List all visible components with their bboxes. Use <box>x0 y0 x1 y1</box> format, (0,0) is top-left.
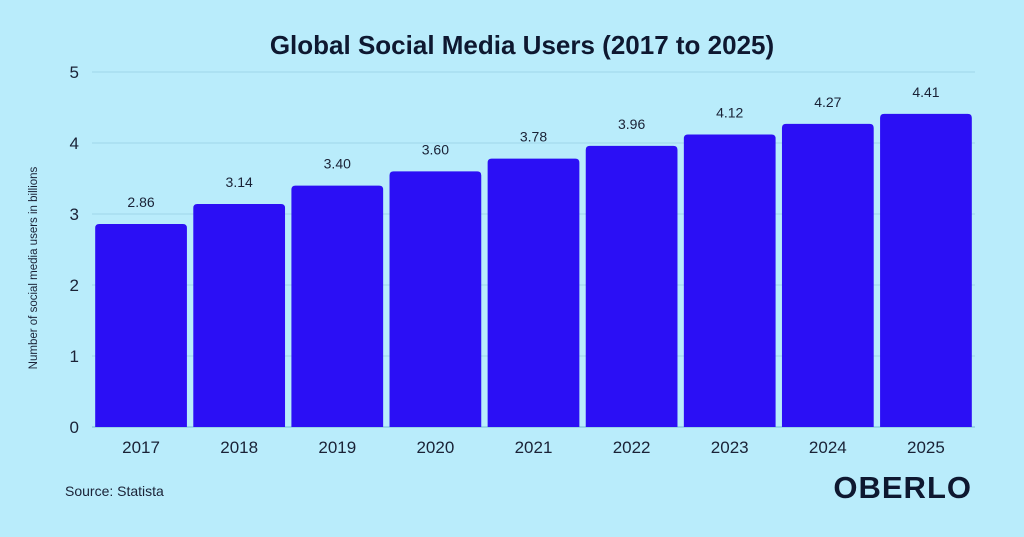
source-note: Source: Statista <box>65 483 164 499</box>
value-label-2019: 3.40 <box>324 156 351 172</box>
value-label-2022: 3.96 <box>618 116 645 132</box>
oberlo-logo[interactable]: OBERLO <box>833 470 972 505</box>
chart-title: Global Social Media Users (2017 to 2025) <box>270 30 774 60</box>
bar-2020[interactable] <box>389 171 482 427</box>
y-axis-label: Number of social media users in billions <box>28 166 40 369</box>
bars <box>95 113 972 428</box>
value-label-2018: 3.14 <box>226 174 253 190</box>
bar-2021[interactable] <box>487 158 580 427</box>
y-tick-label: 2 <box>70 276 79 295</box>
x-tick-label-2025: 2025 <box>907 438 945 457</box>
bar-2018[interactable] <box>193 204 286 427</box>
x-tick-label-2019: 2019 <box>318 438 356 457</box>
y-tick-label: 3 <box>70 205 79 224</box>
bar-2017[interactable] <box>95 223 187 427</box>
y-tick-label: 5 <box>70 63 79 82</box>
value-label-2021: 3.78 <box>520 129 547 145</box>
x-tick-label-2020: 2020 <box>416 438 454 457</box>
x-tick-label-2024: 2024 <box>809 438 847 457</box>
x-tick-label-2022: 2022 <box>613 438 651 457</box>
bar-2019[interactable] <box>291 185 384 427</box>
x-tick-label-2021: 2021 <box>515 438 553 457</box>
bar-2025[interactable] <box>880 113 972 427</box>
y-tick-label: 4 <box>70 134 79 153</box>
y-tick-label: 1 <box>70 347 79 366</box>
bar-2022[interactable] <box>585 145 678 427</box>
y-axis-ticks: 0 1 2 3 4 5 <box>70 63 79 437</box>
value-label-2025: 4.41 <box>912 84 939 100</box>
value-label-2020: 3.60 <box>422 141 449 157</box>
bar-2024[interactable] <box>781 123 874 427</box>
bar-2023[interactable] <box>683 134 776 428</box>
x-tick-label-2018: 2018 <box>220 438 258 457</box>
value-label-2023: 4.12 <box>716 104 743 120</box>
value-label-2017: 2.86 <box>127 194 154 210</box>
x-tick-label-2023: 2023 <box>711 438 749 457</box>
x-axis-ticks: 2017 2018 2019 2020 2021 2022 2023 2024 2025 <box>122 438 945 457</box>
value-labels: 2.86 3.14 3.40 3.60 3.78 3.96 4.12 4.27 4.41 <box>127 84 939 210</box>
value-label-2024: 4.27 <box>814 94 841 110</box>
x-tick-label-2017: 2017 <box>122 438 160 457</box>
y-tick-label: 0 <box>70 418 79 437</box>
